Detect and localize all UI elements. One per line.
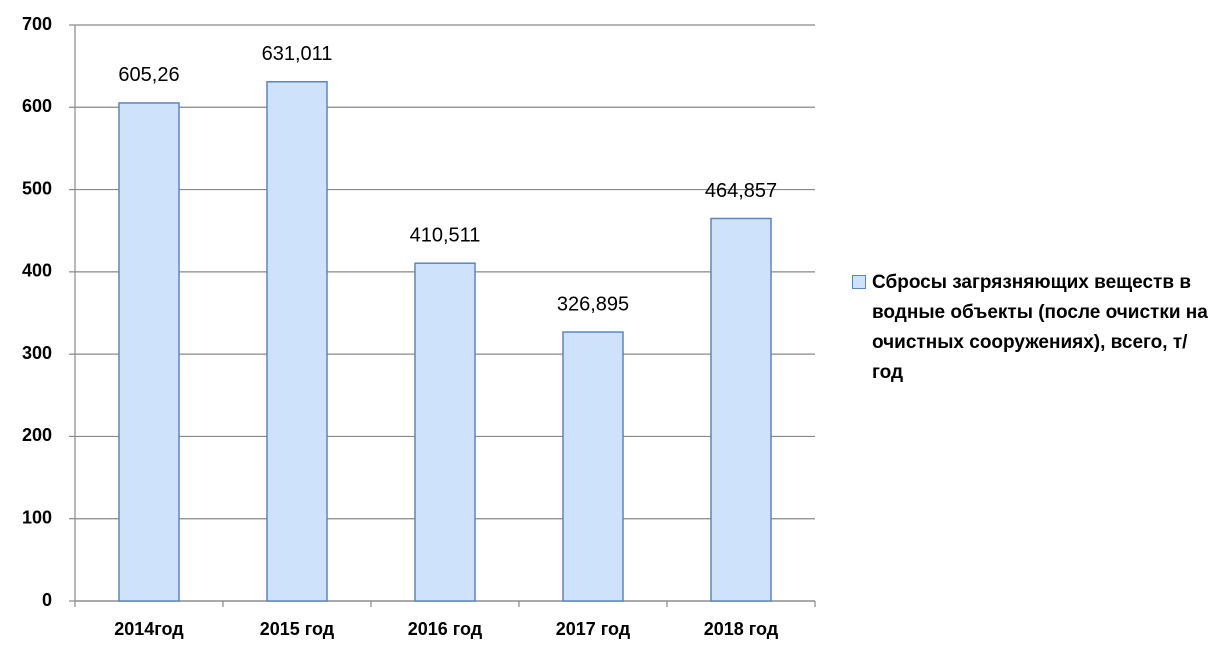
bar (266, 81, 328, 602)
x-tick-label: 2016 год (408, 619, 483, 639)
value-label: 326,895 (557, 293, 629, 315)
y-tick-label: 300 (22, 343, 52, 363)
x-tick-label: 2014год (114, 619, 184, 639)
x-tick-label: 2017 год (556, 619, 631, 639)
y-tick-label: 400 (22, 261, 52, 281)
legend-key (852, 275, 866, 289)
value-label: 410,511 (410, 224, 481, 246)
value-label: 464,857 (705, 180, 777, 202)
legend-label: Сбросы загрязняющих веществ в водные объ… (872, 272, 1208, 383)
y-tick-label: 700 (22, 14, 52, 34)
y-tick-label: 600 (22, 96, 52, 116)
y-tick-label: 0 (42, 590, 52, 610)
bar (414, 262, 476, 602)
value-label: 605,26 (118, 64, 179, 86)
legend: Сбросы загрязняющих веществ в водные объ… (852, 268, 1212, 388)
y-tick-label: 100 (22, 507, 52, 527)
y-tick-label: 500 (22, 178, 52, 198)
y-tick-label: 200 (22, 425, 52, 445)
bar (710, 217, 772, 602)
bar (562, 331, 624, 602)
x-tick-label: 2015 год (260, 619, 335, 639)
x-tick-label: 2018 год (704, 619, 779, 639)
value-label: 631,011 (262, 43, 333, 65)
bar (118, 102, 180, 602)
